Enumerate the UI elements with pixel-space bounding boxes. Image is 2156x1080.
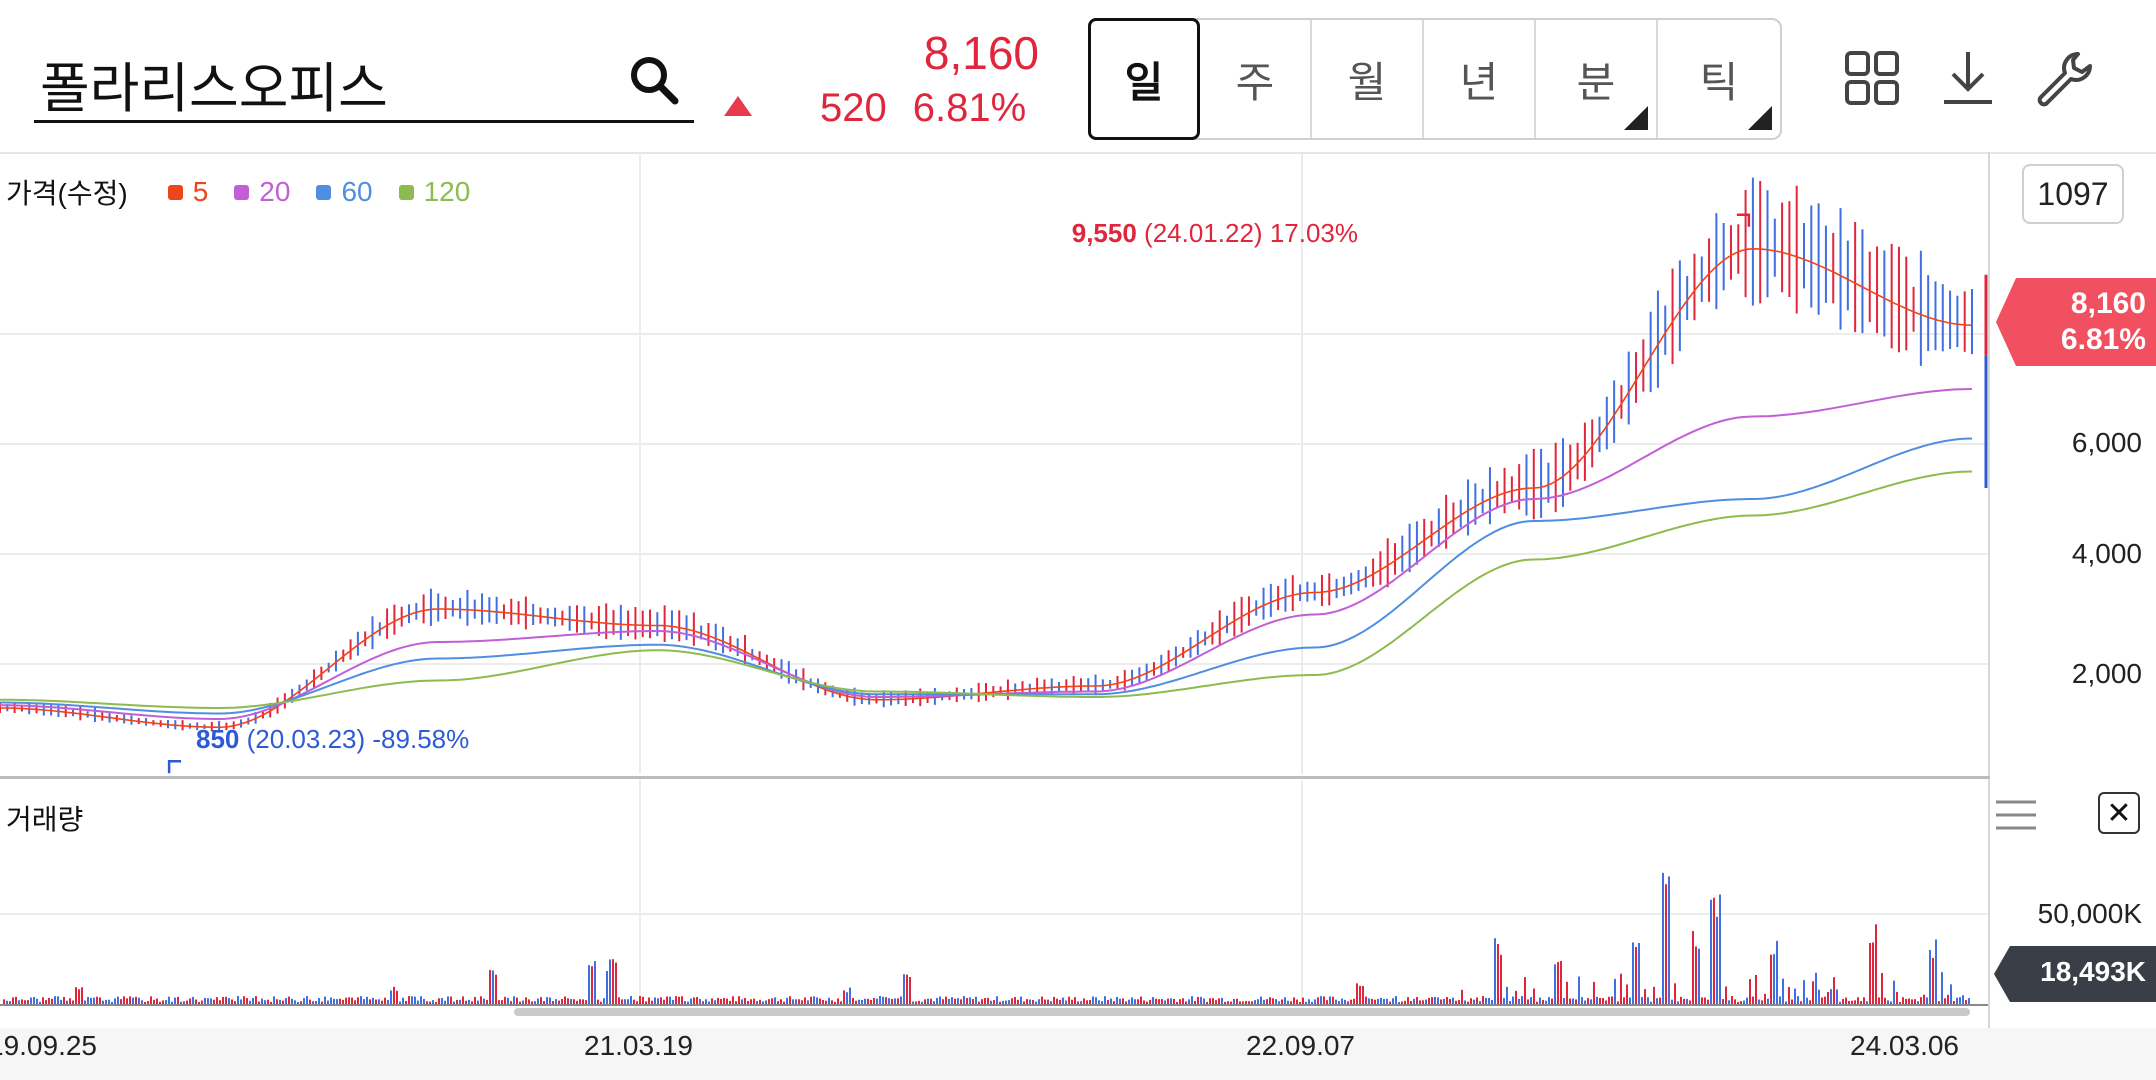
y-tick-label: 4,000 <box>2071 538 2142 569</box>
stock-search-field[interactable]: 폴라리스오피스 <box>34 28 694 123</box>
menu-icon[interactable] <box>1994 798 2038 832</box>
submenu-corner-icon <box>1624 106 1648 130</box>
x-tick-label: 22.09.07 <box>1246 1030 1355 1061</box>
submenu-corner-icon <box>1748 106 1772 130</box>
stock-name: 폴라리스오피스 <box>40 59 388 119</box>
high-pointer <box>1736 213 1751 227</box>
low-price-marker: 850 (20.03.23) -89.58% <box>196 724 470 754</box>
grid-icon[interactable] <box>1842 48 1902 108</box>
tab-day[interactable]: 일 <box>1088 18 1200 140</box>
volume-tag-shape <box>1994 946 2156 1002</box>
price-up-icon <box>724 96 752 116</box>
legend-swatch <box>167 184 183 200</box>
ma-line-5 <box>0 247 1973 729</box>
ma-line-120 <box>0 470 1973 709</box>
legend-swatch <box>234 184 250 200</box>
stock-chart[interactable] <box>0 154 1988 1028</box>
header-divider <box>0 152 2156 154</box>
volume-y-tick: 50,000K <box>2037 898 2142 929</box>
tab-week[interactable]: 주 <box>1200 20 1312 138</box>
volume-panel-title: 거래량 <box>6 804 84 835</box>
x-axis <box>0 1028 2156 1080</box>
tab-tick[interactable]: 틱 <box>1658 20 1780 138</box>
download-icon[interactable] <box>1938 48 1998 108</box>
tab-month[interactable]: 월 <box>1312 20 1424 138</box>
change-amount: 520 <box>820 86 887 130</box>
current-volume-tag: 18,493K <box>1994 946 2156 1002</box>
x-tick-label: 24.03.06 <box>1850 1030 1959 1061</box>
wrench-icon[interactable] <box>2034 48 2094 108</box>
x-tick-label: 21.03.19 <box>584 1030 693 1061</box>
legend-ma120[interactable]: 120 <box>398 176 470 208</box>
legend-swatch <box>316 184 332 200</box>
period-tabs: 일 주 월 년 분 틱 <box>1088 18 1782 140</box>
candle-count-box[interactable]: 1097 <box>2022 164 2124 224</box>
tab-minute[interactable]: 분 <box>1536 20 1658 138</box>
price-tag-shape <box>1996 278 2156 366</box>
price-panel-title: 가격(수정) <box>6 178 128 209</box>
panel-separator[interactable] <box>0 776 1990 779</box>
low-pointer <box>167 760 182 774</box>
chart-legend: 가격(수정) 5 20 60 120 <box>6 172 496 212</box>
change-rate: 6.81% <box>912 86 1027 130</box>
close-icon[interactable]: ✕ <box>2098 792 2140 834</box>
tab-year[interactable]: 년 <box>1424 20 1536 138</box>
legend-swatch <box>398 184 414 200</box>
x-tick-label: 19.09.25 <box>0 1030 97 1061</box>
legend-ma5[interactable]: 5 <box>167 176 208 208</box>
y-tick-label: 2,000 <box>2071 658 2142 689</box>
ma-line-60 <box>0 437 1973 715</box>
legend-ma20[interactable]: 20 <box>234 176 290 208</box>
price-change: 520 6.81% <box>820 86 1026 131</box>
high-price-marker: 9,550 (24.01.22) 17.03% <box>1071 218 1358 248</box>
current-price: 8,160 <box>923 27 1039 79</box>
current-price-tag: 8,160 6.81% <box>1996 278 2156 366</box>
search-icon[interactable] <box>628 54 680 106</box>
legend-ma60[interactable]: 60 <box>316 176 373 208</box>
y-tick-label: 6,000 <box>2071 427 2142 458</box>
y-axis-separator <box>1988 152 1990 1042</box>
chart-scrollbar[interactable] <box>514 1008 1970 1016</box>
